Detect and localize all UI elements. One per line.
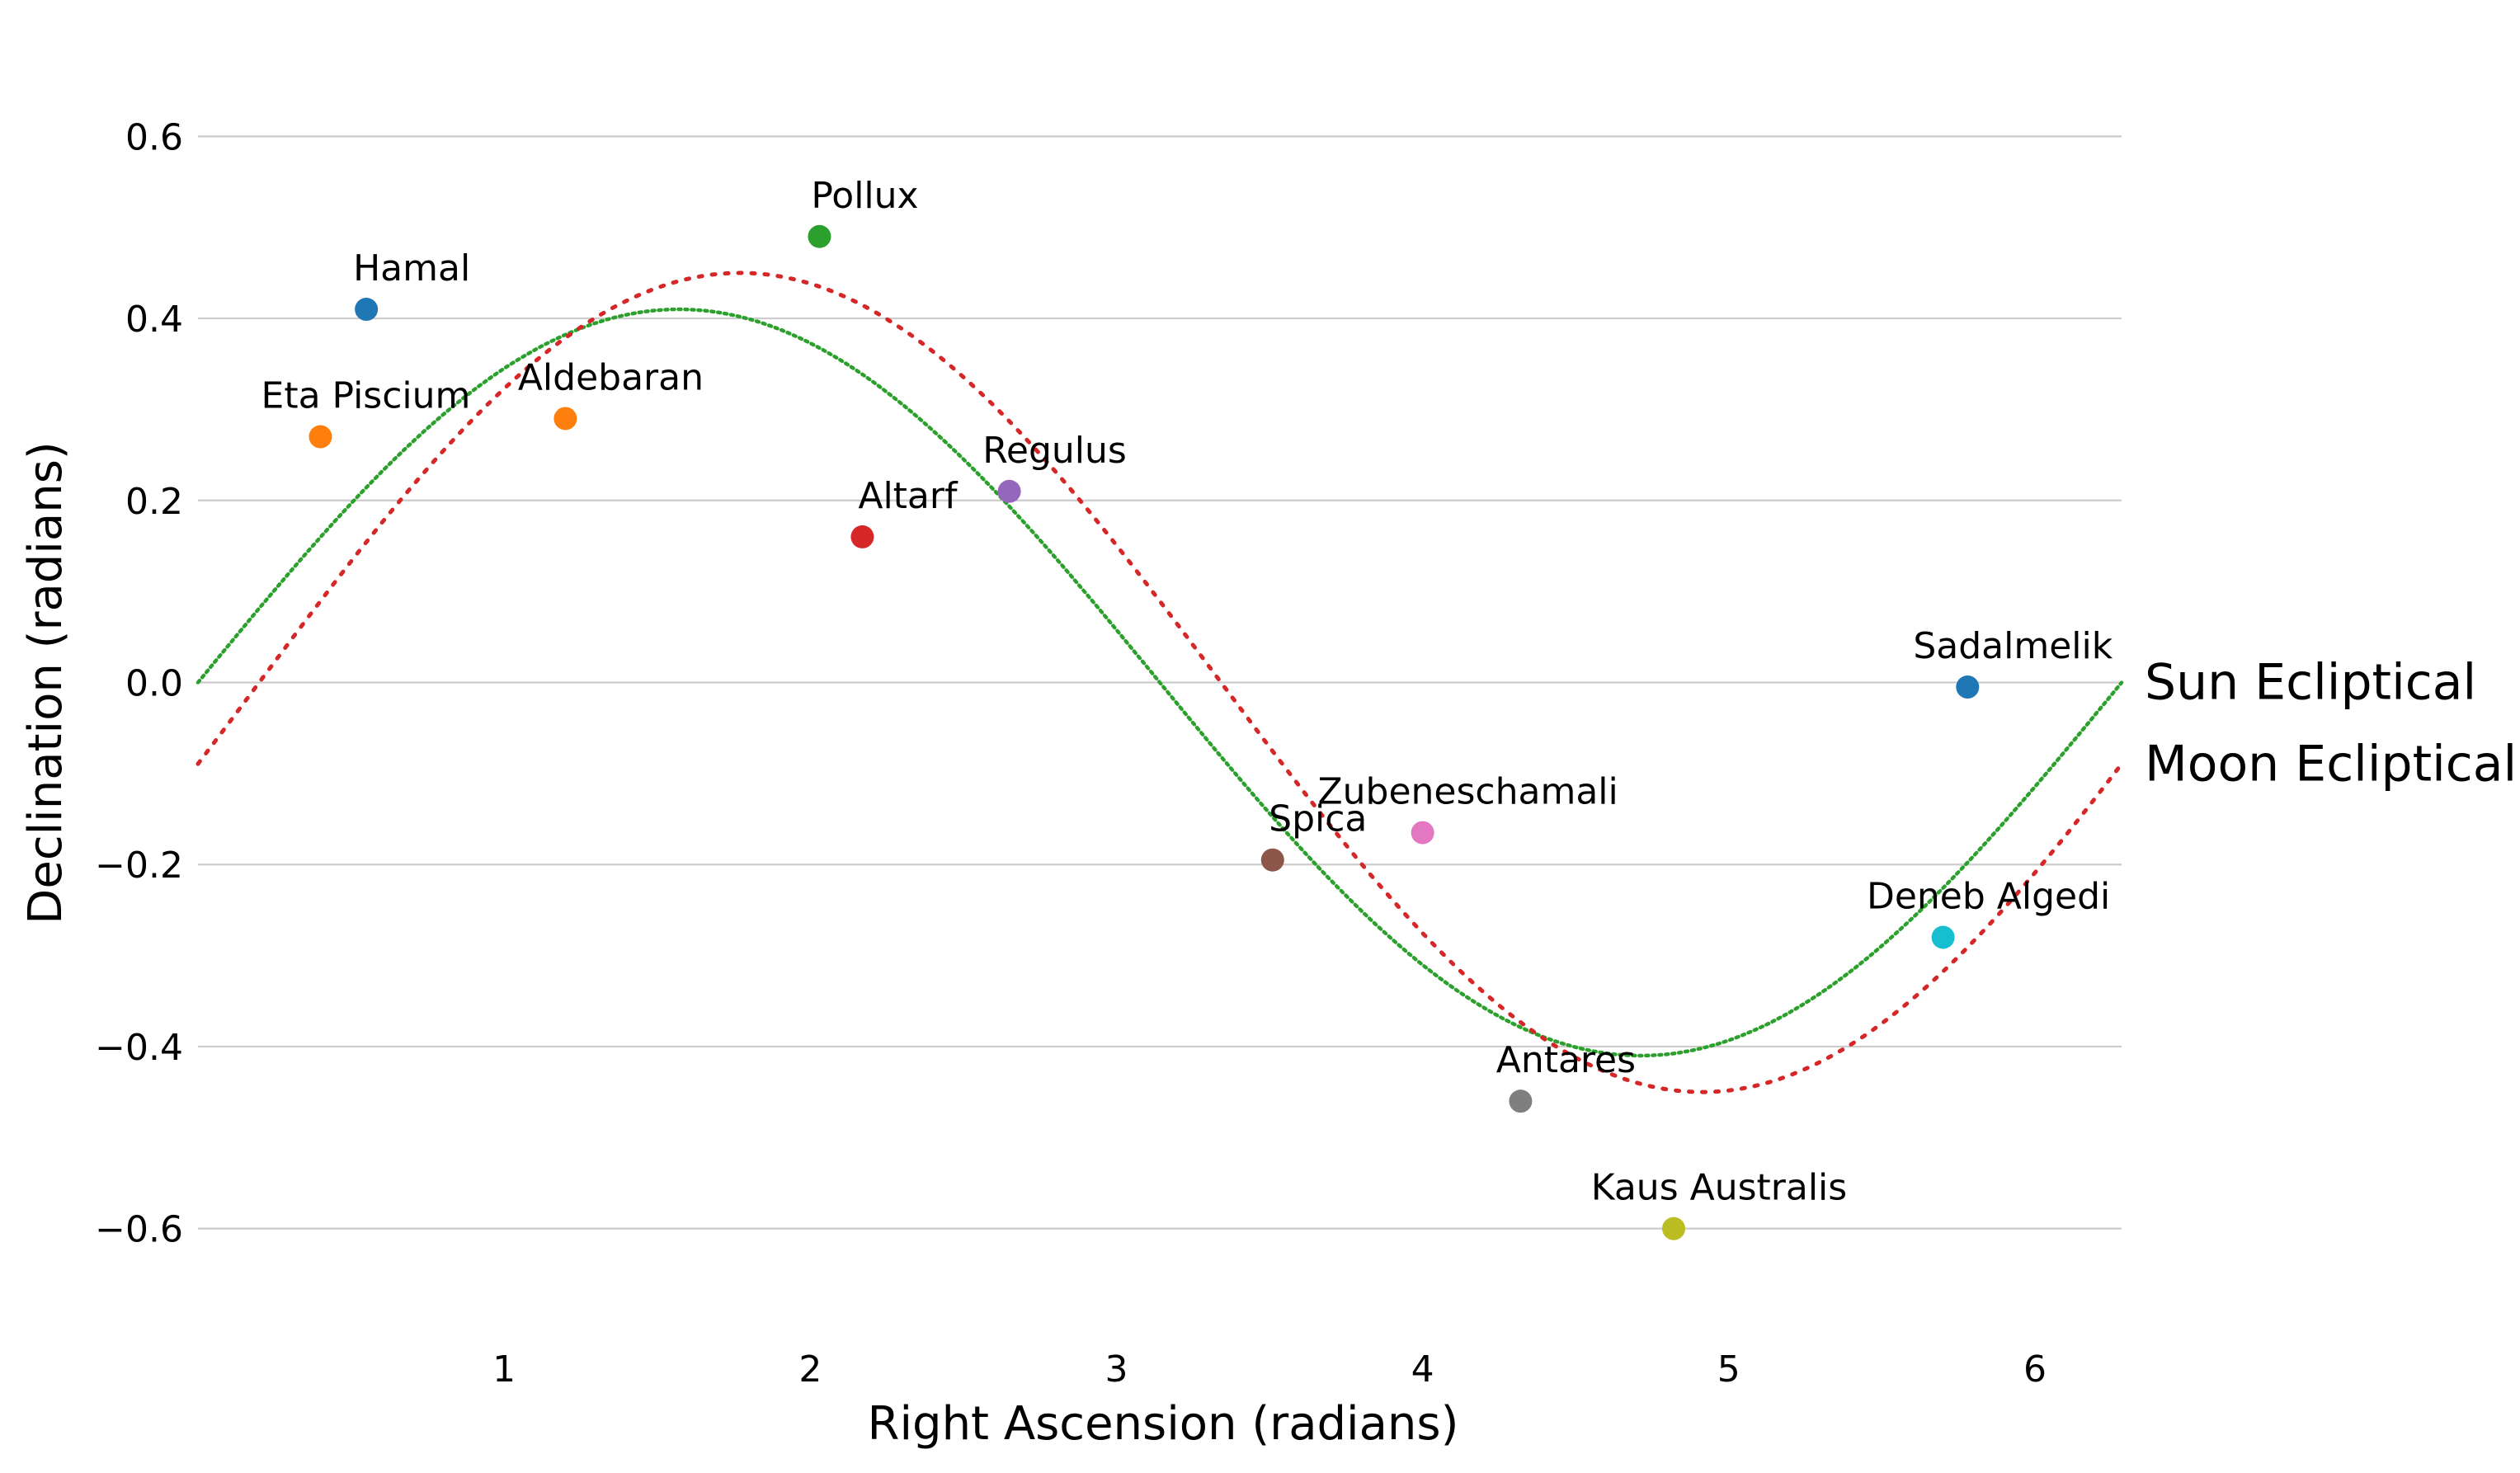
y-tick-label: 0.6 — [125, 116, 183, 158]
star-point-antares — [1509, 1089, 1533, 1113]
x-axis-title: Right Ascension (radians) — [868, 1397, 1459, 1451]
star-label-antares: Antares — [1496, 1039, 1636, 1081]
star-point-eta-piscium — [309, 425, 332, 449]
sun-ecliptic-label: Sun Ecliptical — [2145, 654, 2476, 712]
star-point-pollux — [808, 224, 831, 248]
x-tick-label: 6 — [2023, 1348, 2047, 1391]
y-tick-label: −0.6 — [95, 1209, 183, 1251]
y-tick-label: −0.4 — [95, 1027, 183, 1069]
star-label-zubeneschamali: Zubeneschamali — [1318, 771, 1618, 813]
star-label-hamal: Hamal — [353, 247, 470, 289]
star-point-hamal — [355, 298, 379, 322]
star-label-eta-piscium: Eta Piscium — [261, 375, 471, 417]
star-label-deneb-algedi: Deneb Algedi — [1867, 876, 2110, 918]
star-point-sadalmelik — [1956, 675, 1980, 699]
star-point-kaus-australis — [1661, 1217, 1685, 1240]
sun-ecliptic-curve — [195, 307, 2124, 1058]
moon-ecliptic-curve — [195, 271, 2124, 1094]
star-point-regulus — [997, 479, 1021, 503]
x-tick-label: 2 — [798, 1348, 822, 1391]
x-tick-label: 3 — [1105, 1348, 1128, 1391]
star-point-spica — [1260, 848, 1284, 872]
y-tick-label: 0.0 — [125, 663, 183, 705]
curve-layer: Sun Ecliptical Moon Ecliptical — [195, 271, 2517, 1094]
star-label-kaus-australis: Kaus Australis — [1591, 1167, 1847, 1209]
x-tick-label: 1 — [492, 1348, 516, 1391]
star-label-altarf: Altarf — [858, 475, 959, 517]
y-tick-label: −0.2 — [95, 845, 183, 887]
moon-ecliptic-label: Moon Ecliptical — [2145, 735, 2517, 793]
star-label-aldebaran: Aldebaran — [518, 356, 704, 398]
star-layer: Hamal Eta Piscium Aldebaran Pollux Altarf Reg… — [261, 175, 2113, 1240]
star-label-spica: Spica — [1269, 798, 1367, 840]
x-tick-label: 5 — [1717, 1348, 1740, 1391]
star-point-zubeneschamali — [1411, 821, 1434, 845]
star-label-pollux: Pollux — [811, 175, 918, 217]
star-label-regulus: Regulus — [982, 430, 1127, 472]
star-point-aldebaran — [553, 407, 577, 431]
x-tick-label: 4 — [1411, 1348, 1434, 1391]
star-point-deneb-algedi — [1931, 925, 1955, 949]
star-point-altarf — [850, 525, 874, 548]
star-label-sadalmelik: Sadalmelik — [1913, 625, 2113, 667]
grid-layer — [198, 135, 2122, 1230]
tick-layer: −0.6 −0.4 −0.2 0.0 0.2 0.4 0.6 1 2 3 4 5 6 — [95, 116, 2047, 1391]
y-tick-label: 0.2 — [125, 481, 183, 523]
y-tick-label: 0.4 — [125, 299, 183, 341]
y-axis-title: Declination (radians) — [19, 441, 73, 924]
